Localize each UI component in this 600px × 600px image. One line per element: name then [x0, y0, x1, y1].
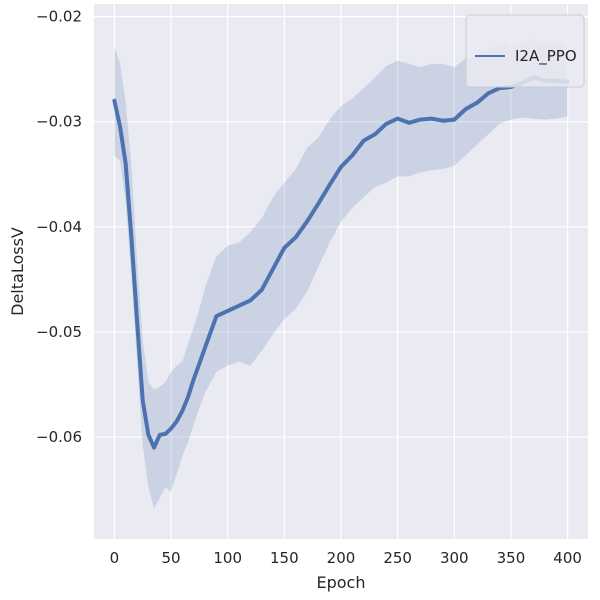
y-tick-label: −0.02: [36, 8, 82, 26]
x-tick-label: 100: [213, 549, 242, 567]
y-axis-label: DeltaLossV: [8, 227, 27, 316]
x-tick-label: 400: [553, 549, 582, 567]
y-tick-label: −0.06: [36, 428, 82, 446]
confidence-band-layer: [114, 39, 568, 509]
x-tick-label: 350: [497, 549, 526, 567]
series-line-layer: [112, 75, 570, 450]
x-tick-label: 50: [161, 549, 180, 567]
x-gridlines: [113, 4, 569, 539]
legend-box: [465, 14, 585, 88]
x-tick-label: 0: [110, 549, 120, 567]
x-tick-label: 200: [327, 549, 356, 567]
series-line-i2a-ppo: [112, 75, 570, 450]
y-tick-labels: −0.06 −0.05 −0.04 −0.03 −0.02: [36, 8, 82, 446]
x-tick-label: 150: [270, 549, 299, 567]
y-tick-label: −0.05: [36, 323, 82, 341]
x-tick-label: 300: [440, 549, 469, 567]
x-axis-label: Epoch: [317, 573, 366, 592]
y-tick-label: −0.03: [36, 113, 82, 131]
x-tick-labels: 0 50 100 150 200 250 300 350 400: [110, 549, 582, 567]
legend-label-i2a-ppo: I2A_PPO: [515, 47, 577, 66]
y-gridlines: [94, 16, 588, 438]
y-tick-label: −0.04: [36, 218, 82, 236]
x-tick-label: 250: [383, 549, 412, 567]
legend: I2A_PPO: [465, 14, 585, 88]
confidence-band-i2a-ppo: [114, 39, 568, 509]
